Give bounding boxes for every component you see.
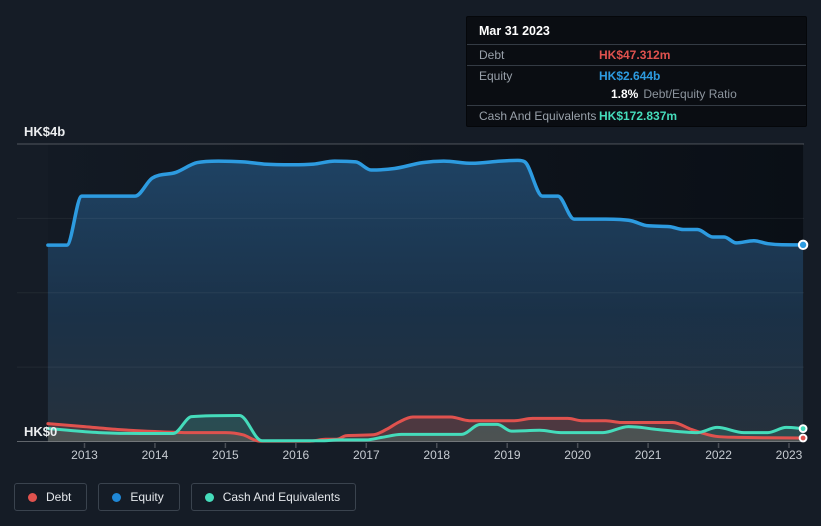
- legend-item-cash[interactable]: Cash And Equivalents: [190, 483, 357, 511]
- tooltip-ratio-value: 1.8%: [611, 87, 639, 101]
- hover-tooltip: Mar 31 2023 Debt HK$47.312m Equity HK$2.…: [466, 16, 807, 127]
- chart-plot-area[interactable]: [0, 0, 821, 470]
- tooltip-debt-value: HK$47.312m: [599, 48, 671, 62]
- tooltip-row-cash: Cash And Equivalents HK$172.837m: [467, 105, 806, 126]
- equity-area: [47, 160, 804, 442]
- tooltip-equity-value: HK$2.644b: [599, 69, 661, 83]
- x-axis-label: 2014: [141, 448, 169, 462]
- equity-end-dot: [797, 239, 809, 251]
- cash-and-equivalents-line: [46, 414, 805, 443]
- equity-series-dot-icon: [112, 492, 122, 502]
- x-axis-label: 2015: [212, 448, 239, 462]
- chart-legend: Debt Equity Cash And Equivalents: [14, 483, 357, 511]
- tooltip-debt-label: Debt: [479, 48, 505, 62]
- legend-item-label: Equity: [130, 490, 164, 504]
- tooltip-ratio-label: Debt/Equity Ratio: [643, 87, 737, 101]
- x-axis-label: 2022: [705, 448, 732, 462]
- y-axis-label-zero: HK$0: [24, 424, 58, 439]
- x-axis-label: 2023: [775, 448, 803, 462]
- tooltip-cash-value: HK$172.837m: [599, 109, 678, 123]
- debt-line: [46, 415, 805, 443]
- tooltip-row-ratio: 1.8% Debt/Equity Ratio: [467, 86, 806, 105]
- x-axis-label: 2013: [71, 448, 98, 462]
- legend-item-label: Cash And Equivalents: [222, 490, 341, 504]
- tooltip-row-equity: Equity HK$2.644b: [467, 65, 806, 86]
- tooltip-equity-label: Equity: [479, 69, 513, 83]
- cash-and-equivalents-end-dot: [798, 424, 808, 434]
- x-axis-label: 2018: [423, 448, 451, 462]
- tooltip-row-debt: Debt HK$47.312m: [467, 44, 806, 65]
- x-axis-label: 2016: [282, 448, 310, 462]
- legend-item-equity[interactable]: Equity: [98, 483, 180, 511]
- x-axis-label: 2020: [564, 448, 591, 462]
- equity-line: [46, 158, 805, 247]
- x-axis-label: 2019: [493, 448, 521, 462]
- legend-item-debt[interactable]: Debt: [14, 483, 88, 511]
- x-axis-label: 2017: [352, 448, 380, 462]
- tooltip-cash-label: Cash And Equivalents: [479, 109, 597, 123]
- y-axis-label-top: HK$4b: [24, 124, 66, 139]
- debt-end-dot: [798, 433, 808, 443]
- legend-item-label: Debt: [46, 490, 72, 504]
- debt-series-dot-icon: [28, 492, 37, 502]
- x-axis-label: 2021: [634, 448, 662, 462]
- x-axis-labels: 2013 2014 2015 2016 2017 2018 2019 2020 2021 2022…: [0, 448, 821, 464]
- tooltip-date: Mar 31 2023: [479, 24, 550, 38]
- cash-series-dot-icon: [204, 492, 214, 502]
